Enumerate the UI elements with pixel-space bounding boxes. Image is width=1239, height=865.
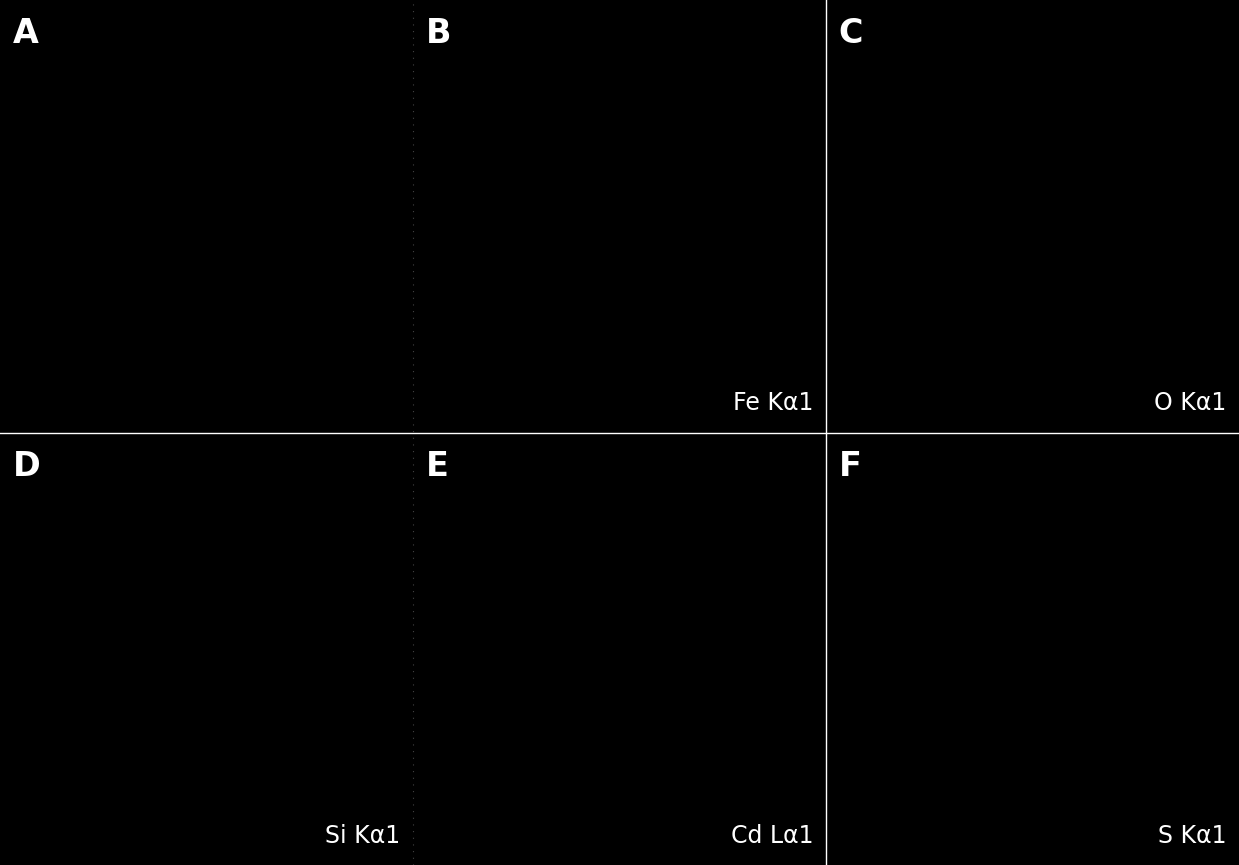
Text: C: C [839, 17, 862, 50]
Text: F: F [839, 450, 861, 483]
Text: A: A [12, 17, 38, 50]
Text: B: B [425, 17, 451, 50]
Text: Fe Kα1: Fe Kα1 [733, 391, 814, 415]
Text: Si Kα1: Si Kα1 [326, 823, 400, 848]
Text: Cd Lα1: Cd Lα1 [731, 823, 814, 848]
Text: E: E [425, 450, 449, 483]
Text: D: D [12, 450, 40, 483]
Text: S Kα1: S Kα1 [1158, 823, 1227, 848]
Text: O Kα1: O Kα1 [1155, 391, 1227, 415]
